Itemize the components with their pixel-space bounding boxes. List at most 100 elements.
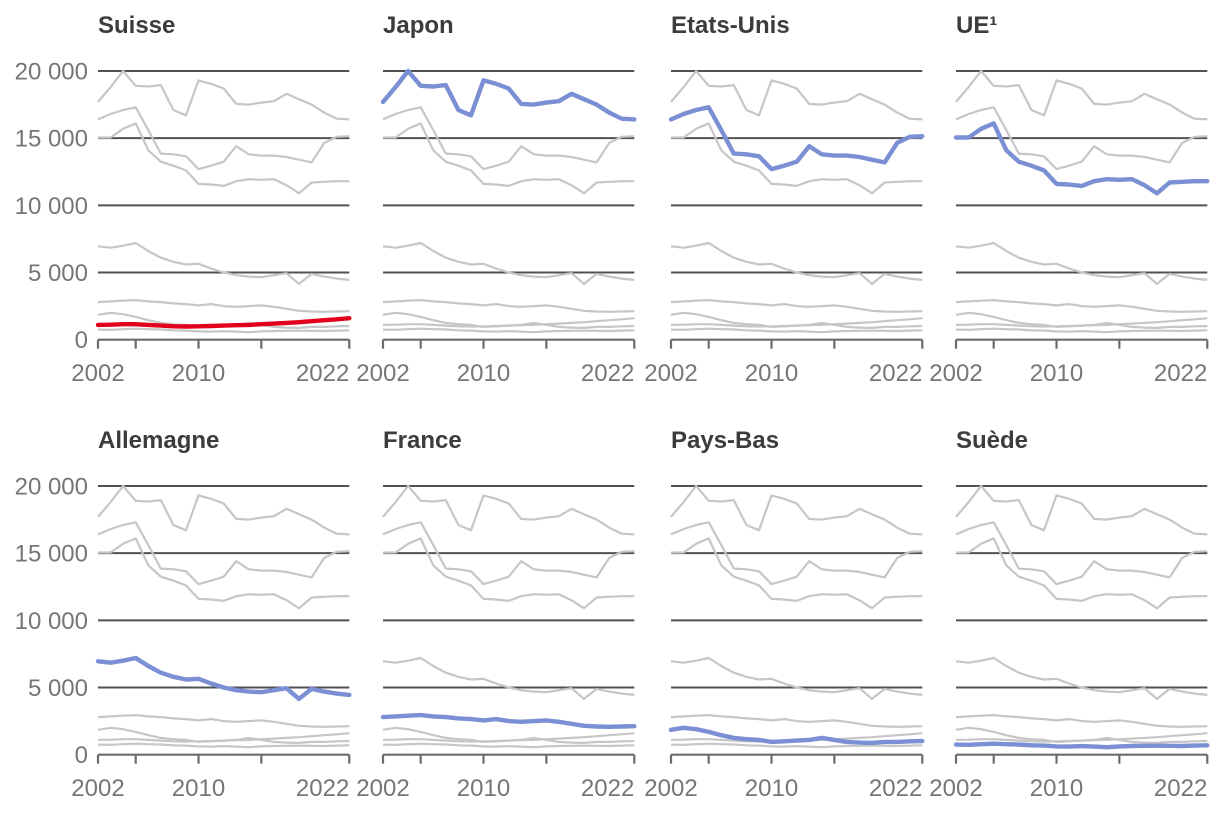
x-tick-label: 2002 bbox=[71, 360, 124, 387]
series-line-Japon bbox=[380, 68, 637, 122]
plot-area bbox=[668, 484, 925, 764]
x-tick-label: 2022 bbox=[869, 360, 922, 387]
x-tick-label: 2002 bbox=[356, 775, 409, 802]
series-line-Suède bbox=[670, 327, 923, 334]
series-line-Suisse bbox=[97, 732, 350, 743]
series-line-Etats-Unis bbox=[97, 106, 350, 171]
series-line-Japon bbox=[670, 69, 923, 121]
x-tick-label: 2010 bbox=[1030, 775, 1083, 802]
y-tick-label: 0 bbox=[75, 327, 88, 354]
panel-title: Suisse bbox=[98, 12, 175, 39]
panel-title: Pays-Bas bbox=[671, 427, 779, 454]
panel-japon: Japon 2002 2010 2022 bbox=[285, 0, 645, 400]
plot-area bbox=[95, 69, 352, 349]
series-line-Allemagne bbox=[95, 655, 352, 702]
series-line-Suède bbox=[953, 741, 1210, 750]
line-chart-etats-unis: Etats-Unis 2002 2010 2022 bbox=[644, 12, 925, 387]
x-tick-label: 2022 bbox=[1154, 775, 1207, 802]
x-tick-label: 2002 bbox=[356, 360, 409, 387]
series-line-Allemagne bbox=[97, 241, 350, 285]
series-line-Suisse bbox=[382, 317, 635, 328]
series-line-France bbox=[97, 714, 350, 728]
series-line-Etats-Unis bbox=[97, 521, 350, 586]
x-axis-labels: 2002 2010 2022 bbox=[929, 360, 1207, 387]
series-line-Allemagne bbox=[382, 656, 635, 700]
x-tick-label: 2022 bbox=[869, 775, 922, 802]
x-tick-label: 2022 bbox=[581, 775, 634, 802]
y-tick-label: 10 000 bbox=[15, 193, 88, 220]
x-axis-labels: 2002 2010 2022 bbox=[356, 360, 634, 387]
series-line-Etats-Unis bbox=[955, 106, 1208, 171]
line-chart-japon: Japon 2002 2010 2022 bbox=[356, 12, 637, 387]
x-tick-label: 2010 bbox=[172, 360, 225, 387]
x-axis-labels: 2002 2010 2022 bbox=[71, 360, 349, 387]
plot-area bbox=[380, 484, 637, 764]
panel-etats-unis: Etats-Unis 2002 2010 2022 bbox=[573, 0, 933, 400]
series-line-UE bbox=[383, 537, 635, 610]
y-tick-label: 5 000 bbox=[28, 675, 88, 702]
series-line-Suède bbox=[97, 327, 350, 334]
series-line-Allemagne bbox=[670, 241, 923, 285]
panel-suede: Suède 2002 2010 2022 bbox=[858, 415, 1218, 815]
y-tick-label: 15 000 bbox=[15, 126, 88, 153]
x-tick-label: 2002 bbox=[929, 360, 982, 387]
panel-title: France bbox=[383, 427, 462, 454]
series-line-UE bbox=[98, 122, 350, 195]
y-axis-labels: 0 5 000 10 000 15 000 20 000 bbox=[15, 59, 88, 355]
x-axis-labels: 2002 2010 2022 bbox=[929, 775, 1207, 802]
line-chart-france: France 2002 2010 2022 bbox=[356, 427, 637, 802]
series-line-Suède bbox=[382, 327, 635, 334]
plot-area bbox=[953, 484, 1210, 764]
line-chart-allemagne: Allemagne 0 5 000 10 000 15 000 20 000 2… bbox=[15, 427, 352, 802]
panel-title: Allemagne bbox=[98, 427, 219, 454]
panel-title: Suède bbox=[956, 427, 1028, 454]
series-line-Japon bbox=[97, 484, 350, 536]
panel-title: UE¹ bbox=[956, 12, 997, 39]
series-line-UE bbox=[98, 537, 350, 610]
series-line-UE bbox=[383, 122, 635, 195]
y-tick-label: 10 000 bbox=[15, 608, 88, 635]
series-line-Suède bbox=[955, 327, 1208, 334]
series-line-Suisse bbox=[955, 732, 1208, 743]
plot-area bbox=[95, 484, 352, 764]
x-tick-label: 2002 bbox=[644, 360, 697, 387]
x-axis-labels: 2002 2010 2022 bbox=[644, 360, 922, 387]
series-line-Japon bbox=[670, 484, 923, 536]
series-line-Etats-Unis bbox=[955, 521, 1208, 586]
series-line-Japon bbox=[97, 69, 350, 121]
plot-area bbox=[380, 68, 637, 349]
series-line-France bbox=[382, 299, 635, 313]
x-tick-label: 2010 bbox=[745, 360, 798, 387]
series-line-Japon bbox=[955, 69, 1208, 121]
series-line-France bbox=[670, 714, 923, 728]
series-line-Allemagne bbox=[955, 656, 1208, 700]
series-line-France bbox=[97, 299, 350, 313]
panel-title: Etats-Unis bbox=[671, 12, 790, 39]
series-line-Suède bbox=[97, 742, 350, 749]
x-tick-label: 2002 bbox=[71, 775, 124, 802]
series-line-UE bbox=[671, 537, 923, 610]
x-tick-label: 2010 bbox=[1030, 360, 1083, 387]
y-tick-label: 20 000 bbox=[15, 474, 88, 501]
y-tick-label: 0 bbox=[75, 742, 88, 769]
series-line-UE bbox=[953, 121, 1210, 196]
series-line-France bbox=[670, 299, 923, 313]
x-tick-label: 2010 bbox=[172, 775, 225, 802]
panel-ue: UE¹ 2002 2010 2022 bbox=[858, 0, 1218, 400]
series-line-Japon bbox=[955, 484, 1208, 536]
series-line-Suisse bbox=[670, 317, 923, 328]
series-line-UE bbox=[956, 537, 1208, 610]
panel-title: Japon bbox=[383, 12, 454, 39]
x-tick-label: 2022 bbox=[296, 775, 349, 802]
line-chart-suisse: Suisse 0 5 000 10 000 15 000 20 000 2002… bbox=[15, 12, 352, 387]
x-tick-label: 2010 bbox=[457, 775, 510, 802]
series-line-Allemagne bbox=[955, 241, 1208, 285]
x-tick-label: 2002 bbox=[929, 775, 982, 802]
y-tick-label: 5 000 bbox=[28, 260, 88, 287]
x-tick-label: 2022 bbox=[296, 360, 349, 387]
series-line-Etats-Unis bbox=[382, 106, 635, 171]
panel-suisse: Suisse 0 5 000 10 000 15 000 20 000 2002… bbox=[0, 0, 360, 400]
series-line-Suède bbox=[670, 742, 923, 749]
series-line-France bbox=[955, 714, 1208, 728]
x-axis-labels: 2002 2010 2022 bbox=[644, 775, 922, 802]
